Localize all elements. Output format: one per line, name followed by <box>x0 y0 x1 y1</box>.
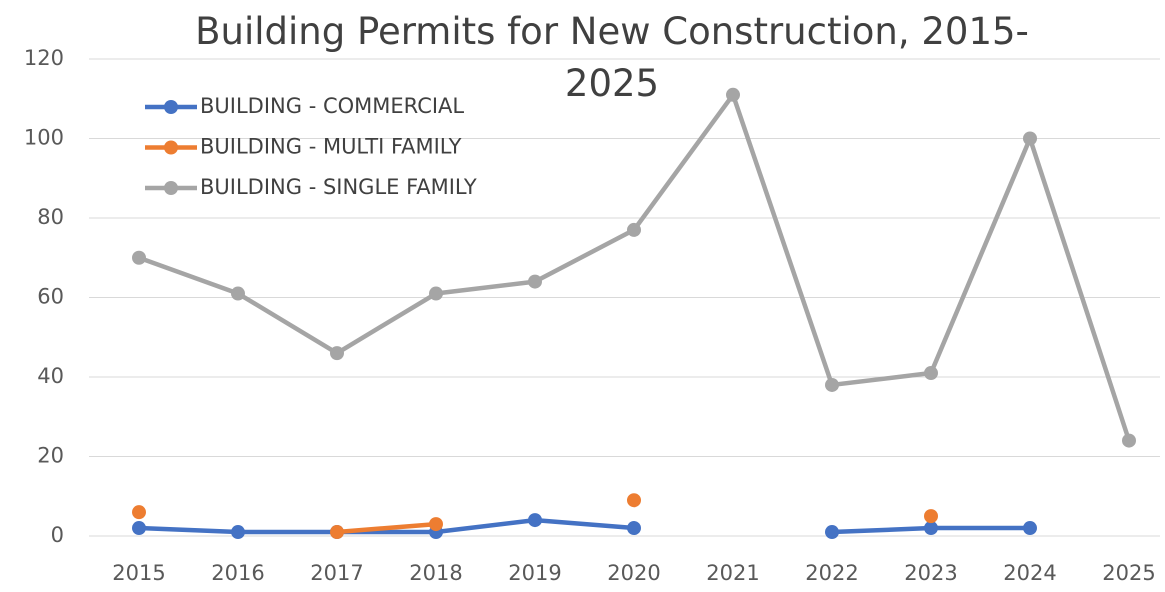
data-point <box>1122 433 1136 448</box>
series-line <box>136 517 1033 535</box>
data-point <box>132 250 146 265</box>
data-point <box>825 377 839 392</box>
legend-marker <box>164 100 178 114</box>
data-point <box>627 521 641 536</box>
y-tick-label: 100 <box>24 126 64 150</box>
legend-label: BUILDING - SINGLE FAMILY <box>200 175 477 199</box>
data-point <box>231 286 245 301</box>
legend: BUILDING - COMMERCIAL BUILDING - MULTI FA… <box>145 94 477 199</box>
x-tick-label: 2022 <box>805 561 858 585</box>
x-tick-label: 2023 <box>904 561 957 585</box>
data-point <box>1023 131 1037 146</box>
x-tick-label: 2015 <box>112 561 165 585</box>
x-tick-label: 2025 <box>1102 561 1155 585</box>
y-tick-label: 40 <box>37 364 64 388</box>
legend-label: BUILDING - MULTI FAMILY <box>200 135 462 159</box>
data-point <box>528 513 542 528</box>
x-tick-label: 2017 <box>310 561 363 585</box>
legend-marker <box>164 140 178 155</box>
data-point <box>924 521 938 536</box>
legend-label: BUILDING - COMMERCIAL <box>200 94 464 118</box>
data-point <box>1023 521 1037 536</box>
data-point <box>231 525 245 540</box>
data-point <box>924 366 938 381</box>
data-point <box>924 509 938 524</box>
data-point <box>528 274 542 289</box>
y-tick-label: 60 <box>37 285 64 309</box>
x-tick-label: 2020 <box>607 561 660 585</box>
x-tick-label: 2018 <box>409 561 462 585</box>
legend-marker <box>164 181 178 195</box>
x-tick-label: 2021 <box>706 561 759 585</box>
data-point <box>132 505 146 520</box>
x-tick-label: 2016 <box>211 561 264 585</box>
data-point <box>825 525 839 540</box>
data-point <box>330 525 344 540</box>
data-point <box>429 286 443 301</box>
y-tick-label: 20 <box>37 444 64 468</box>
data-point <box>627 493 641 508</box>
data-point <box>330 346 344 361</box>
x-tick-label: 2019 <box>508 561 561 585</box>
data-point <box>627 222 641 237</box>
y-tick-label: 0 <box>51 523 64 547</box>
y-tick-label: 120 <box>24 46 64 70</box>
chart-title: Building Permits for New Construction, 2… <box>195 10 1029 105</box>
data-point <box>726 87 740 102</box>
data-point <box>429 517 443 532</box>
y-tick-label: 80 <box>37 205 64 229</box>
x-tick-label: 2024 <box>1003 561 1056 585</box>
data-point <box>132 521 146 536</box>
